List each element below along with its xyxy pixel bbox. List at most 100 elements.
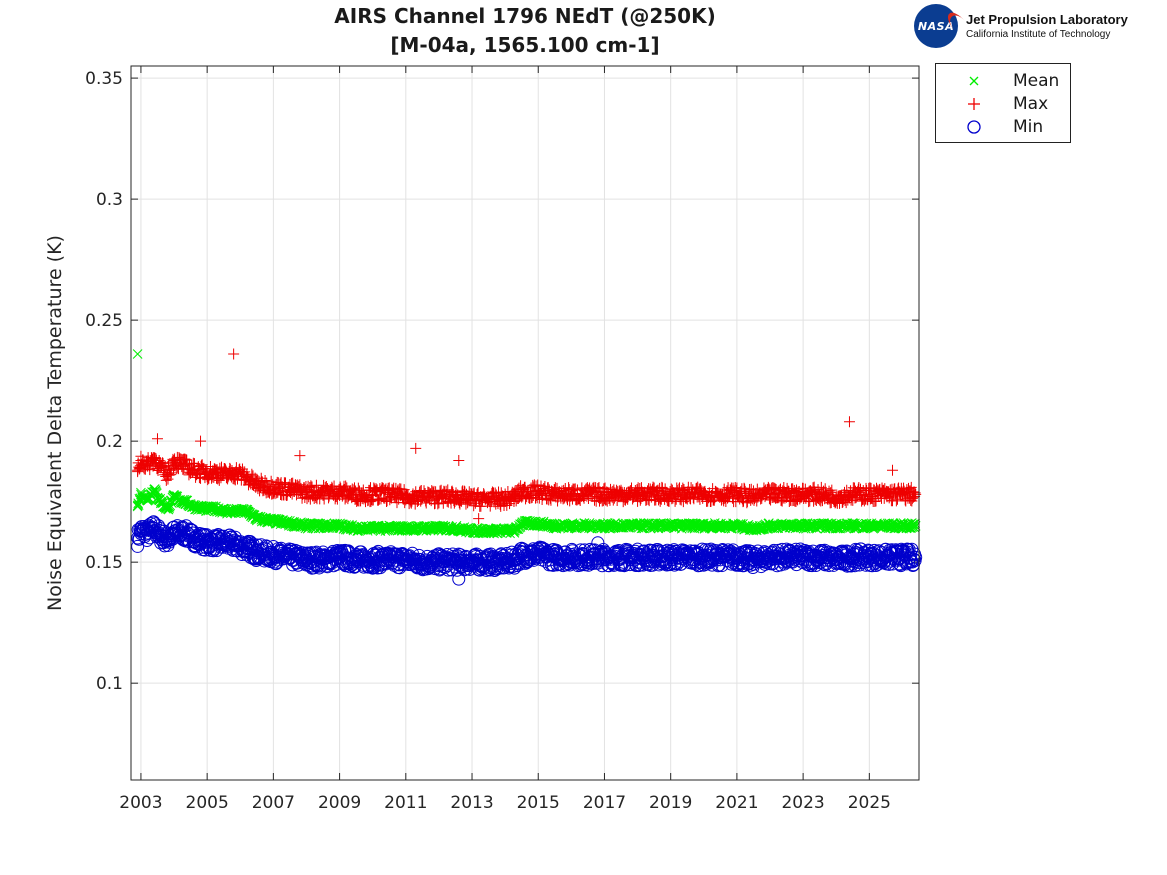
max-marker: [564, 495, 576, 507]
min-point: [333, 550, 347, 564]
mean-point: [169, 491, 179, 502]
x-tick-label: 2009: [318, 793, 361, 813]
max-marker: [432, 498, 444, 510]
min-point: [230, 538, 244, 552]
mean-point: [500, 525, 510, 536]
max-marker: [442, 496, 454, 508]
x-tick-label: 2011: [384, 793, 427, 813]
max-point: [473, 513, 485, 525]
min-point: [846, 550, 860, 564]
min-point: [548, 550, 562, 564]
min-point: [465, 555, 479, 569]
min-point: [647, 550, 661, 564]
min-point: [508, 553, 522, 567]
mean-point: [765, 521, 775, 531]
legend-circle-marker-icon: [967, 120, 981, 134]
min-point: [482, 555, 496, 569]
min-point: [448, 555, 462, 569]
max-marker: [475, 500, 487, 512]
min-point: [160, 533, 174, 547]
max-marker: [656, 482, 668, 494]
y-axis-label: Noise Equivalent Delta Temperature (K): [44, 235, 66, 611]
mean-point: [781, 521, 792, 531]
min-point: [154, 529, 168, 543]
legend-item-min: Min: [936, 116, 1070, 138]
min-point: [780, 550, 794, 564]
jpl-title: Jet Propulsion Laboratory: [966, 12, 1128, 27]
min-point: [879, 550, 893, 564]
legend: Mean Max Min: [935, 63, 1071, 143]
min-point: [452, 572, 466, 586]
y-tick-label: 0.15: [85, 553, 123, 573]
min-point: [415, 555, 429, 569]
min-point: [763, 550, 777, 564]
min-point: [187, 531, 201, 545]
chart-marks: [131, 348, 923, 586]
x-tick-label: 2017: [583, 793, 626, 813]
mean-marker: [908, 519, 918, 530]
min-point: [316, 553, 330, 567]
max-marker: [259, 474, 271, 486]
x-tick-label: 2003: [119, 793, 162, 813]
mean-point: [367, 523, 378, 534]
axis-ticks: 2003 2005 2007 2009 2011 2013 2015 2017 2019 2021…: [85, 66, 919, 813]
legend-item-mean: Mean: [936, 70, 1070, 92]
legend-plus-marker-icon: [968, 98, 980, 110]
min-point: [614, 550, 628, 564]
mean-point: [549, 521, 560, 531]
max-marker: [340, 480, 352, 492]
min-point: [697, 550, 711, 564]
mean-point: [616, 521, 626, 531]
mean-point: [384, 523, 395, 534]
mean-marker: [164, 503, 174, 514]
min-point: [564, 550, 578, 564]
mean-point: [222, 506, 232, 517]
min-point: [283, 550, 297, 564]
min-point: [713, 550, 727, 564]
mean-point: [467, 525, 477, 536]
mean-point: [179, 496, 189, 507]
mean-point: [285, 518, 295, 529]
legend-label: Max: [1013, 94, 1049, 114]
mean-point: [242, 506, 252, 517]
mean-point: [814, 521, 825, 531]
min-point: [250, 545, 264, 559]
min-point: [266, 548, 280, 562]
min-point: [581, 550, 595, 564]
max-marker: [388, 491, 400, 503]
y-tick-label: 0.35: [85, 69, 123, 89]
jpl-logo: NASA Jet Propulsion Laboratory Californi…: [914, 4, 1164, 48]
mean-marker: [132, 500, 143, 511]
max-marker: [318, 493, 330, 505]
min-point: [220, 536, 234, 550]
max-point: [195, 435, 207, 447]
min-point: [813, 550, 827, 564]
min-point: [796, 550, 810, 564]
mean-point: [864, 521, 875, 531]
mean-point: [566, 521, 577, 531]
max-marker: [348, 484, 360, 496]
max-marker: [631, 484, 643, 496]
mean-point: [698, 521, 709, 531]
x-tick-label: 2013: [450, 793, 493, 813]
mean-point: [450, 523, 461, 534]
nasa-meatball-icon: NASA: [914, 4, 958, 48]
min-point: [299, 553, 313, 567]
mean-point: [202, 504, 213, 514]
x-tick-label: 2025: [848, 793, 891, 813]
mean-marker: [150, 485, 161, 495]
max-point: [228, 348, 240, 360]
mean-point: [189, 501, 199, 512]
min-marker: [148, 517, 162, 531]
legend-item-max: Max: [936, 93, 1070, 115]
mean-point: [417, 523, 428, 534]
x-tick-label: 2007: [252, 793, 295, 813]
max-marker: [675, 494, 687, 506]
max-point: [843, 416, 855, 428]
min-marker: [223, 528, 237, 542]
mean-point: [798, 521, 808, 531]
mean-point: [483, 525, 494, 536]
min-point: [597, 550, 611, 564]
max-marker: [224, 462, 236, 474]
